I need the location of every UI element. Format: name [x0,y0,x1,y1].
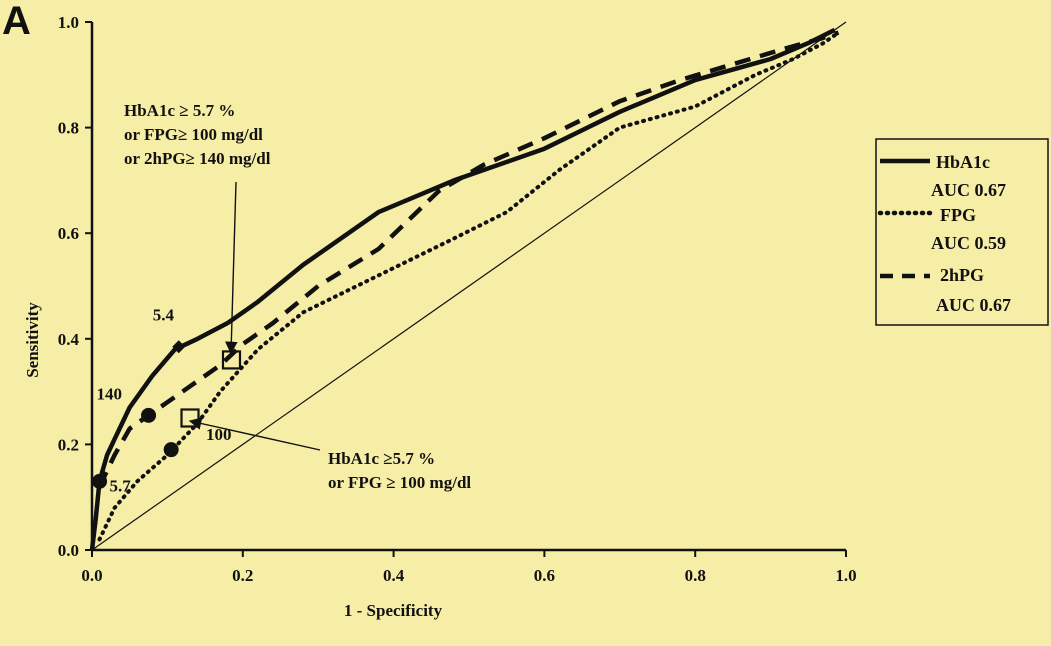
panel-label: A [2,0,31,43]
reference-line-group [91,21,847,551]
marker-label-4: 100 [206,425,232,444]
legend-box [875,138,1049,326]
marker-circle-2 [141,407,157,423]
marker-square-4 [180,408,200,428]
marker-label-0: 5.7 [110,476,132,495]
x-tick-label: 1.0 [835,566,856,585]
annotation-1: HbA1c ≥ 5.7 % or FPG≥ 100 mg/dl or 2hPG≥… [124,101,271,355]
y-tick-label: 0.4 [58,330,80,349]
series-line-fpg [97,30,841,542]
legend-label-2hpg: 2hPG [940,265,984,285]
series-line-hba1c [89,27,836,551]
y-tick-label: 0.0 [58,541,79,560]
y-axis-title: Sensitivity [23,302,42,378]
annotation-1-line-1: HbA1c ≥ 5.7 % [124,101,235,120]
annotation-1-arrow [225,181,238,355]
y-ticks-group: 0.0 0.2 0.4 0.6 0.8 1.0 [58,13,92,560]
annotation-1-line-3: or 2hPG≥ 140 mg/dl [124,149,271,168]
annotation-1-line-2: or FPG≥ 100 mg/dl [124,125,263,144]
reference-diagonal-line [91,21,847,551]
x-tick-label: 0.0 [81,566,102,585]
x-axis-title: 1 - Specificity [344,601,443,620]
y-tick-label: 0.2 [58,435,79,454]
x-ticks-group: 0.0 0.2 0.4 0.6 0.8 1.0 [81,550,857,585]
annotation-2-line-2: or FPG ≥ 100 mg/dl [328,473,471,492]
y-tick-label: 1.0 [58,13,79,32]
x-tick-label: 0.4 [383,566,405,585]
x-tick-label: 0.6 [534,566,555,585]
annotation-2-line-1: HbA1c ≥5.7 % [328,449,435,468]
legend-auc-hba1c: AUC 0.67 [931,180,1006,200]
legend-auc-2hpg: AUC 0.67 [936,295,1011,315]
legend-auc-fpg: AUC 0.59 [931,233,1006,253]
marker-circle-3 [163,442,179,458]
legend-label-fpg: FPG [940,205,976,225]
annotation-2-arrow [188,417,321,451]
marker-labels-group: 5.7 5.4 140 100 [97,306,232,496]
marker-label-2: 140 [97,384,123,403]
marker-label-1: 5.4 [153,306,175,325]
legend-label-hba1c: HbA1c [936,152,990,172]
y-tick-label: 0.6 [58,224,79,243]
x-tick-label: 0.2 [232,566,253,585]
legend: HbA1c AUC 0.67 FPG AUC 0.59 2hPG AUC 0.6… [875,138,1049,326]
annotation-2: HbA1c ≥5.7 % or FPG ≥ 100 mg/dl [188,417,471,492]
marker-circle-0 [92,473,108,489]
x-tick-label: 0.8 [685,566,706,585]
y-tick-label: 0.8 [58,119,79,138]
marker-diamond-1 [172,340,186,354]
axes-group [90,22,846,552]
